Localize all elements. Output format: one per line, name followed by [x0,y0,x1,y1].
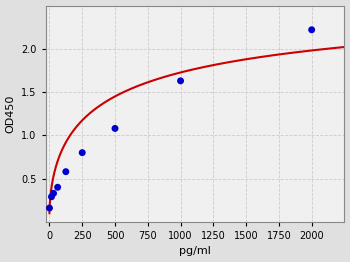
Point [63,170,69,174]
Point [79,151,85,155]
Point [51,191,56,195]
Point [178,79,183,83]
Point [55,185,61,189]
Point [309,28,314,32]
Point [49,195,54,199]
Point [112,126,118,130]
X-axis label: pg/ml: pg/ml [179,247,211,256]
Y-axis label: OD450: OD450 [6,95,15,133]
Point [47,206,52,210]
